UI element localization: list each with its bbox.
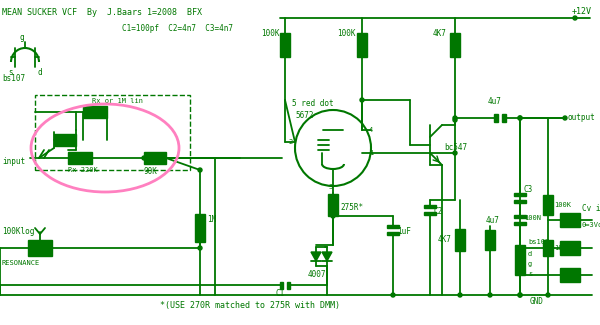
Bar	[543, 195, 553, 215]
Text: s: s	[8, 68, 13, 77]
Bar	[28, 240, 52, 256]
Bar	[357, 33, 367, 57]
Polygon shape	[311, 252, 321, 261]
Bar	[54, 134, 76, 146]
Text: Rx 220K: Rx 220K	[68, 167, 98, 173]
Bar	[560, 268, 580, 282]
Bar	[280, 282, 283, 289]
Bar	[387, 232, 399, 235]
Circle shape	[198, 168, 202, 172]
Text: 4u7: 4u7	[486, 216, 500, 225]
Text: 90K: 90K	[143, 167, 157, 176]
Bar	[83, 106, 107, 118]
Text: C1=100pf  C2=4n7  C3=4n7: C1=100pf C2=4n7 C3=4n7	[122, 24, 233, 33]
Circle shape	[573, 16, 577, 20]
Text: 0=3Volt: 0=3Volt	[582, 222, 600, 228]
Circle shape	[453, 151, 457, 155]
Circle shape	[488, 293, 492, 297]
Bar	[387, 225, 399, 228]
Text: 100N: 100N	[524, 215, 541, 221]
Bar	[280, 33, 290, 57]
Bar	[560, 241, 580, 255]
Circle shape	[518, 293, 522, 297]
Bar	[328, 194, 338, 216]
Bar	[560, 213, 580, 227]
Text: d: d	[37, 68, 41, 77]
Bar	[455, 229, 465, 251]
Circle shape	[453, 118, 457, 122]
Bar	[502, 114, 506, 122]
Text: 100K: 100K	[261, 29, 280, 37]
Bar	[144, 152, 166, 164]
Text: C3: C3	[524, 186, 533, 194]
Text: 4K7: 4K7	[433, 29, 447, 37]
Text: 100K: 100K	[337, 29, 355, 37]
Bar	[514, 222, 526, 225]
Text: *(USE 270R matched to 275R with DMM): *(USE 270R matched to 275R with DMM)	[160, 301, 340, 310]
Text: 1uF: 1uF	[397, 227, 411, 237]
Text: g: g	[528, 261, 532, 267]
Circle shape	[331, 214, 335, 218]
Text: 275R*: 275R*	[340, 202, 363, 212]
Text: 1: 1	[369, 150, 373, 156]
Circle shape	[546, 293, 550, 297]
Circle shape	[453, 116, 457, 120]
Text: 100Klog: 100Klog	[2, 227, 34, 236]
Bar	[543, 240, 553, 256]
Text: Cv in: Cv in	[582, 204, 600, 213]
Bar	[450, 33, 460, 57]
Text: bs107: bs107	[528, 239, 549, 245]
Circle shape	[518, 293, 522, 297]
Text: d: d	[528, 251, 532, 257]
Text: 100K: 100K	[554, 245, 571, 251]
Text: 4007: 4007	[308, 270, 326, 279]
Bar	[514, 215, 526, 218]
Text: g: g	[20, 33, 25, 42]
Circle shape	[458, 293, 462, 297]
Polygon shape	[322, 252, 332, 261]
Text: Rx or 1M lin: Rx or 1M lin	[92, 98, 143, 104]
Bar	[424, 212, 436, 215]
Circle shape	[142, 156, 146, 160]
Text: 1M: 1M	[207, 215, 216, 225]
Text: 4u7: 4u7	[488, 97, 502, 106]
Bar	[195, 214, 205, 242]
Circle shape	[391, 293, 395, 297]
Bar	[68, 152, 92, 164]
Bar	[494, 114, 498, 122]
Circle shape	[518, 116, 522, 120]
Text: 4: 4	[369, 127, 373, 133]
Text: C1: C1	[275, 289, 284, 298]
Text: +12V: +12V	[572, 7, 592, 16]
Text: s: s	[528, 271, 532, 277]
Text: bc547: bc547	[444, 142, 467, 151]
Text: 5 red dot: 5 red dot	[292, 99, 334, 108]
Circle shape	[360, 98, 364, 102]
Bar	[514, 200, 526, 203]
Text: 4K7: 4K7	[438, 236, 452, 244]
Text: input: input	[2, 158, 25, 166]
Bar	[515, 245, 525, 275]
Text: MEAN SUCKER VCF  By  J.Baars 1=2008  BFX: MEAN SUCKER VCF By J.Baars 1=2008 BFX	[2, 8, 202, 17]
Text: GND: GND	[530, 297, 544, 306]
Text: RESONANCE: RESONANCE	[2, 260, 40, 266]
Circle shape	[563, 116, 567, 120]
Text: bs107: bs107	[2, 74, 25, 83]
Text: 100K: 100K	[554, 202, 571, 208]
Bar	[514, 193, 526, 196]
Bar	[424, 205, 436, 208]
Text: output: output	[567, 113, 595, 123]
Bar	[287, 282, 290, 289]
Circle shape	[518, 116, 522, 120]
Circle shape	[198, 246, 202, 250]
Bar	[485, 230, 495, 250]
Text: 3: 3	[329, 184, 333, 190]
Text: 2: 2	[289, 139, 293, 145]
Text: C2: C2	[434, 207, 443, 216]
Text: 5672: 5672	[295, 111, 314, 120]
